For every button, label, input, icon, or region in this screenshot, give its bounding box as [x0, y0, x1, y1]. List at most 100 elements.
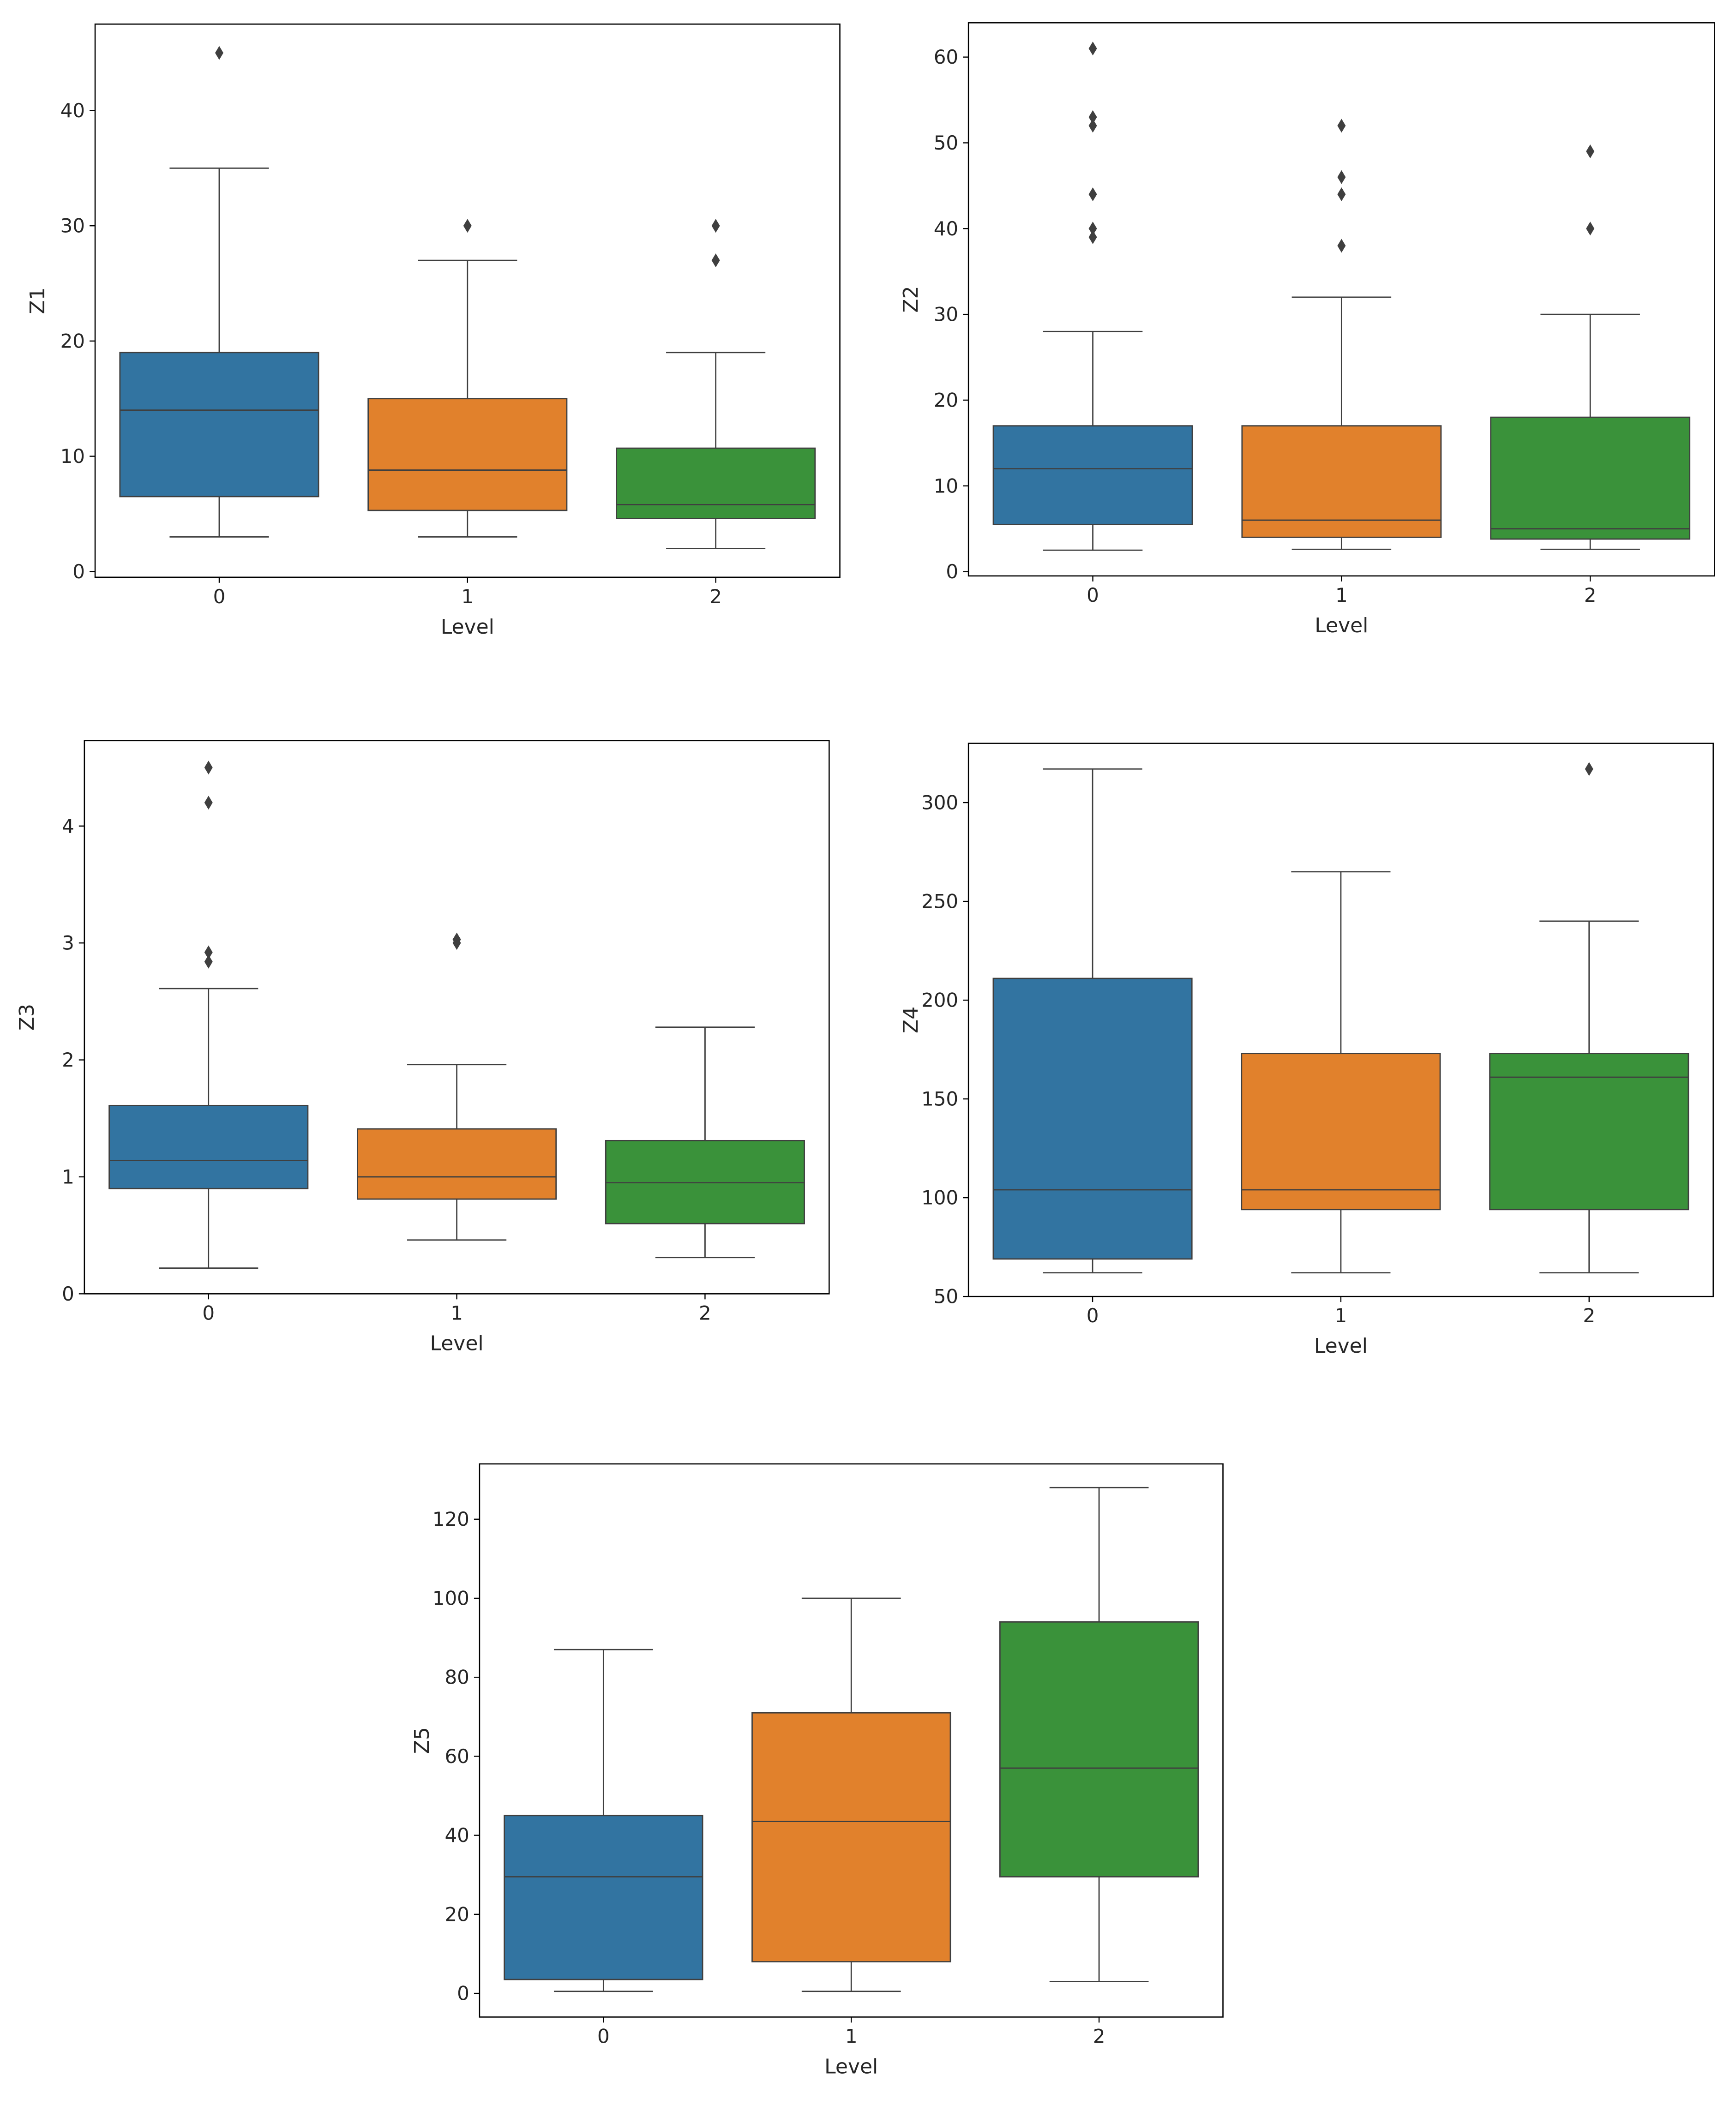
x-tick-label: 0 — [1087, 584, 1099, 606]
outlier-point — [1337, 187, 1346, 201]
outlier-point — [1337, 119, 1346, 133]
x-tick-label: 2 — [699, 1301, 711, 1324]
outlier-point — [1088, 222, 1097, 236]
box-iqr — [992, 978, 1193, 1260]
outlier-point — [1088, 230, 1097, 244]
y-tick-label: 10 — [60, 445, 85, 468]
box-level-2 — [1490, 144, 1691, 550]
x-axis-label: Level — [824, 2055, 878, 2078]
outlier-point — [463, 219, 472, 233]
y-tick-label: 20 — [445, 1903, 469, 1925]
outlier-point — [1088, 42, 1097, 56]
y-tick-label: 1 — [62, 1165, 74, 1188]
y-tick-label: 60 — [934, 46, 958, 68]
box-iqr — [504, 1815, 703, 1980]
y-tick-label: 40 — [60, 99, 85, 122]
box-iqr — [616, 447, 816, 519]
outlier-point — [1088, 110, 1097, 124]
y-tick-label: 40 — [445, 1824, 469, 1847]
box-level-0 — [504, 1649, 703, 1992]
y-tick-label: 3 — [62, 932, 74, 954]
y-tick-label: 0 — [72, 560, 85, 583]
box-level-1 — [1241, 871, 1441, 1274]
box-iqr — [1241, 425, 1442, 538]
outlier-point — [452, 932, 461, 947]
box-level-2 — [1489, 762, 1689, 1274]
box-level-2 — [605, 1026, 805, 1259]
x-axis-label: Level — [1314, 1334, 1368, 1358]
y-tick-label: 20 — [934, 389, 958, 411]
box-level-2 — [616, 219, 816, 549]
y-axis-label: Z3 — [15, 1004, 39, 1031]
y-tick-label: 20 — [60, 330, 85, 352]
chart-panel-z4: 50 100 150 200 250 300 0 1 2 Level Z4 — [899, 743, 1714, 1358]
y-tick-label: 0 — [62, 1283, 74, 1305]
y-tick-label: 60 — [445, 1745, 469, 1768]
x-axis-label: Level — [1315, 614, 1368, 637]
outlier-point — [1088, 187, 1097, 201]
chart-panel-z5: 0 20 40 60 80 100 120 0 1 2 Level Z5 — [410, 1463, 1224, 2078]
box-level-0 — [108, 761, 309, 1269]
outlier-point — [204, 954, 213, 969]
x-tick-label: 1 — [845, 2025, 858, 2047]
box-level-0 — [119, 46, 319, 538]
box-iqr — [1241, 1053, 1441, 1211]
outlier-point — [1586, 222, 1595, 236]
box-iqr — [1489, 1053, 1689, 1211]
outlier-point — [711, 219, 720, 233]
outlier-point — [204, 761, 213, 775]
x-tick-label: 2 — [1584, 584, 1597, 606]
box-iqr — [992, 425, 1193, 525]
outlier-point — [711, 253, 720, 268]
y-tick-label: 30 — [934, 303, 958, 326]
y-tick-label: 2 — [62, 1049, 74, 1071]
y-tick-label: 250 — [921, 890, 958, 913]
y-tick-label: 300 — [921, 792, 958, 814]
y-tick-label: 4 — [62, 815, 74, 837]
chart-panel-z3: 0 1 2 3 4 0 1 2 Level Z3 — [15, 740, 830, 1355]
x-tick-label: 0 — [1087, 1304, 1099, 1327]
y-tick-label: 10 — [934, 474, 958, 497]
y-axis-label: Z4 — [899, 1007, 923, 1033]
y-tick-label: 50 — [934, 1285, 958, 1308]
outlier-point — [204, 796, 213, 810]
y-tick-label: 50 — [934, 132, 958, 154]
y-tick-label: 200 — [921, 989, 958, 1012]
box-level-1 — [367, 219, 568, 538]
box-level-1 — [357, 932, 557, 1241]
y-axis-label: Z2 — [899, 286, 923, 313]
outlier-point — [1337, 170, 1346, 184]
outlier-point — [1586, 144, 1595, 159]
box-level-1 — [751, 1597, 951, 1992]
outlier-point — [1088, 119, 1097, 133]
y-tick-label: 100 — [921, 1187, 958, 1209]
y-tick-label: 150 — [921, 1088, 958, 1110]
box-iqr — [999, 1621, 1199, 1877]
box-level-0 — [992, 42, 1193, 551]
x-tick-label: 1 — [451, 1301, 463, 1324]
box-level-1 — [1241, 119, 1442, 550]
outlier-point — [215, 46, 223, 60]
x-tick-label: 0 — [202, 1301, 215, 1324]
y-tick-label: 0 — [457, 1982, 469, 2005]
y-tick-label: 120 — [432, 1508, 469, 1530]
box-iqr — [119, 352, 319, 498]
x-tick-label: 2 — [1583, 1304, 1595, 1327]
y-tick-label: 30 — [60, 215, 85, 237]
outlier-point — [1585, 762, 1593, 776]
chart-panel-z1: 0 10 20 30 40 0 1 2 Level Z1 — [26, 23, 841, 639]
chart-panel-z2: 0 10 20 30 40 50 60 0 1 2 Level Z2 — [899, 22, 1715, 637]
box-iqr — [1490, 416, 1691, 540]
y-tick-label: 40 — [934, 217, 958, 240]
y-tick-label: 0 — [946, 560, 958, 583]
box-level-2 — [999, 1487, 1199, 1982]
x-tick-label: 1 — [1335, 1304, 1347, 1327]
x-axis-label: Level — [430, 1331, 484, 1355]
box-level-0 — [992, 768, 1193, 1274]
box-iqr — [357, 1128, 557, 1200]
x-tick-label: 1 — [461, 585, 474, 608]
x-tick-label: 1 — [1335, 584, 1348, 606]
y-axis-label: Z5 — [410, 1727, 434, 1754]
x-axis-label: Level — [441, 615, 494, 639]
y-tick-label: 80 — [445, 1666, 469, 1689]
